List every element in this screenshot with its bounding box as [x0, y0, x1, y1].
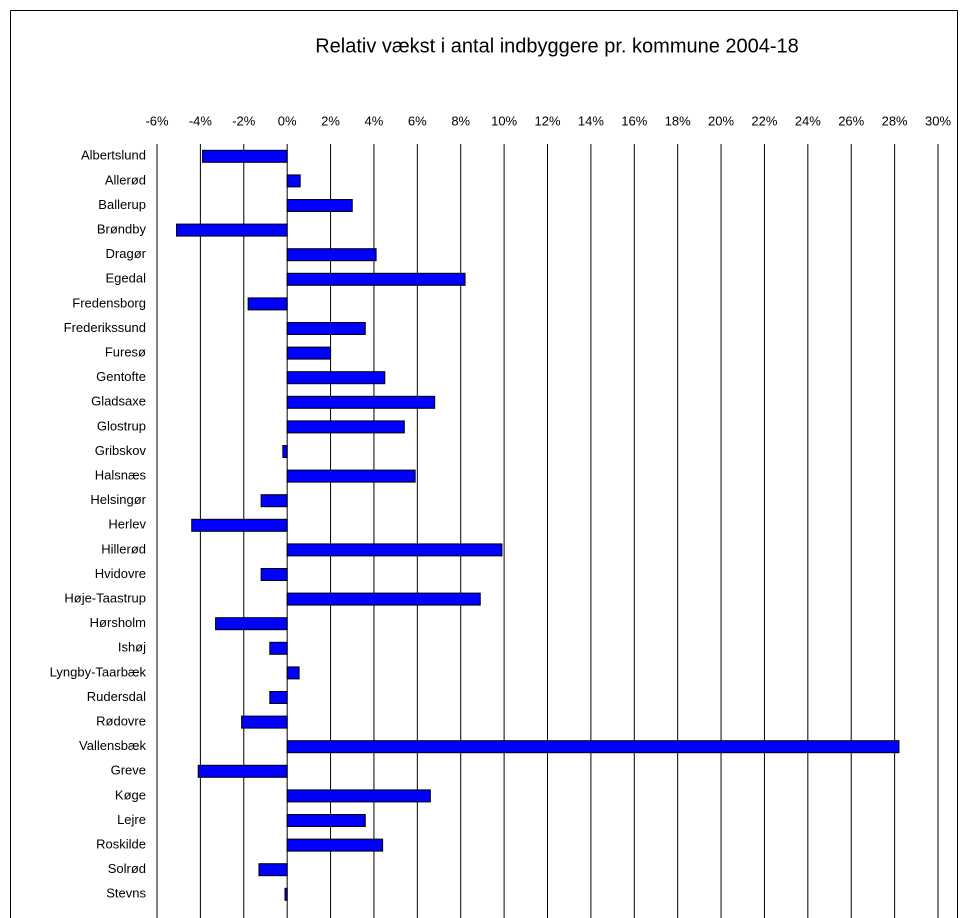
- y-tick-label: Albertslund: [81, 148, 146, 163]
- bar: [286, 740, 900, 754]
- bar: [286, 395, 436, 409]
- y-tick-label: Frederikssund: [64, 320, 146, 335]
- bar: [286, 789, 431, 803]
- x-tick-label: 16%: [621, 113, 647, 128]
- y-tick-label: Lyngby-Taarbæk: [50, 664, 147, 679]
- bar: [269, 691, 288, 704]
- x-tick-label: -4%: [189, 113, 213, 128]
- bar: [260, 494, 288, 508]
- y-tick-label: Hvidovre: [95, 566, 146, 581]
- x-tick-label: 20%: [708, 113, 734, 128]
- y-tick-label: Dragør: [106, 246, 147, 261]
- bar: [176, 223, 288, 237]
- bar: [286, 248, 377, 262]
- y-tick-label: Glostrup: [97, 418, 146, 433]
- bar: [286, 543, 503, 557]
- y-tick-label: Ishøj: [118, 640, 146, 655]
- y-tick-label: Brøndby: [97, 222, 147, 237]
- y-tick-label: Ballerup: [98, 197, 146, 212]
- x-tick-label: 0%: [278, 113, 297, 128]
- x-tick-label: 4%: [365, 113, 384, 128]
- x-tick-label: 14%: [578, 113, 604, 128]
- x-tick-label: 12%: [534, 113, 560, 128]
- y-tick-label: Herlev: [108, 517, 146, 532]
- x-tick-label: 6%: [408, 113, 427, 128]
- y-tick-label: Rødovre: [96, 714, 146, 729]
- y-tick-label: Solrød: [108, 861, 146, 876]
- y-tick-label: Gentofte: [96, 369, 146, 384]
- bar: [258, 863, 288, 877]
- bar: [269, 641, 288, 655]
- bar: [284, 887, 288, 901]
- y-tick-label: Køge: [115, 787, 146, 802]
- y-tick-label: Lejre: [117, 812, 146, 827]
- x-tick-label: 28%: [882, 113, 908, 128]
- y-tick-label: Høje-Taastrup: [64, 591, 146, 606]
- y-tick-label: Egedal: [106, 271, 147, 286]
- bar: [286, 272, 466, 286]
- y-tick-label: Roskilde: [96, 837, 146, 852]
- bar: [282, 445, 288, 458]
- bar: [286, 469, 416, 483]
- x-tick-label: 24%: [795, 113, 821, 128]
- y-tick-label: Helsingør: [90, 492, 146, 507]
- bar: [286, 838, 384, 852]
- x-tick-label: -6%: [145, 113, 169, 128]
- x-tick-label: 30%: [925, 113, 951, 128]
- y-tick-label: Fredensborg: [72, 295, 146, 310]
- bar: [202, 149, 288, 163]
- y-tick-label: Rudersdal: [87, 689, 146, 704]
- x-tick-label: 26%: [838, 113, 864, 128]
- bar: [197, 764, 288, 778]
- bar: [286, 174, 301, 188]
- x-tick-label: -2%: [232, 113, 256, 128]
- bar: [286, 199, 353, 212]
- bar: [247, 297, 288, 311]
- x-tick-label: 22%: [751, 113, 777, 128]
- x-tick-label: 10%: [491, 113, 517, 128]
- y-tick-label: Halsnæs: [95, 468, 147, 483]
- bar: [286, 592, 481, 606]
- chart-title: Relativ vækst i antal indbyggere pr. kom…: [315, 35, 799, 57]
- bar: [286, 322, 366, 335]
- y-tick-label: Hillerød: [101, 541, 146, 556]
- y-tick-label: Vallensbæk: [79, 738, 146, 753]
- bar: [286, 420, 405, 434]
- bar: [286, 371, 386, 385]
- bar: [286, 346, 332, 360]
- y-tick-label: Furesø: [105, 345, 146, 360]
- x-tick-label: 2%: [321, 113, 340, 128]
- x-tick-label: 18%: [665, 113, 691, 128]
- bar: [215, 617, 288, 631]
- bar: [241, 715, 288, 729]
- y-tick-label: Gribskov: [95, 443, 147, 458]
- y-tick-label: Stevns: [106, 886, 146, 901]
- y-tick-label: Hørsholm: [90, 615, 146, 630]
- y-tick-label: Gladsaxe: [91, 394, 146, 409]
- x-tick-label: 8%: [451, 113, 470, 128]
- y-tick-label: Allerød: [105, 172, 146, 187]
- bar: [260, 568, 288, 581]
- bar: [191, 518, 288, 532]
- y-tick-label: Greve: [111, 763, 146, 778]
- bar: [286, 666, 300, 680]
- bar: [286, 814, 366, 827]
